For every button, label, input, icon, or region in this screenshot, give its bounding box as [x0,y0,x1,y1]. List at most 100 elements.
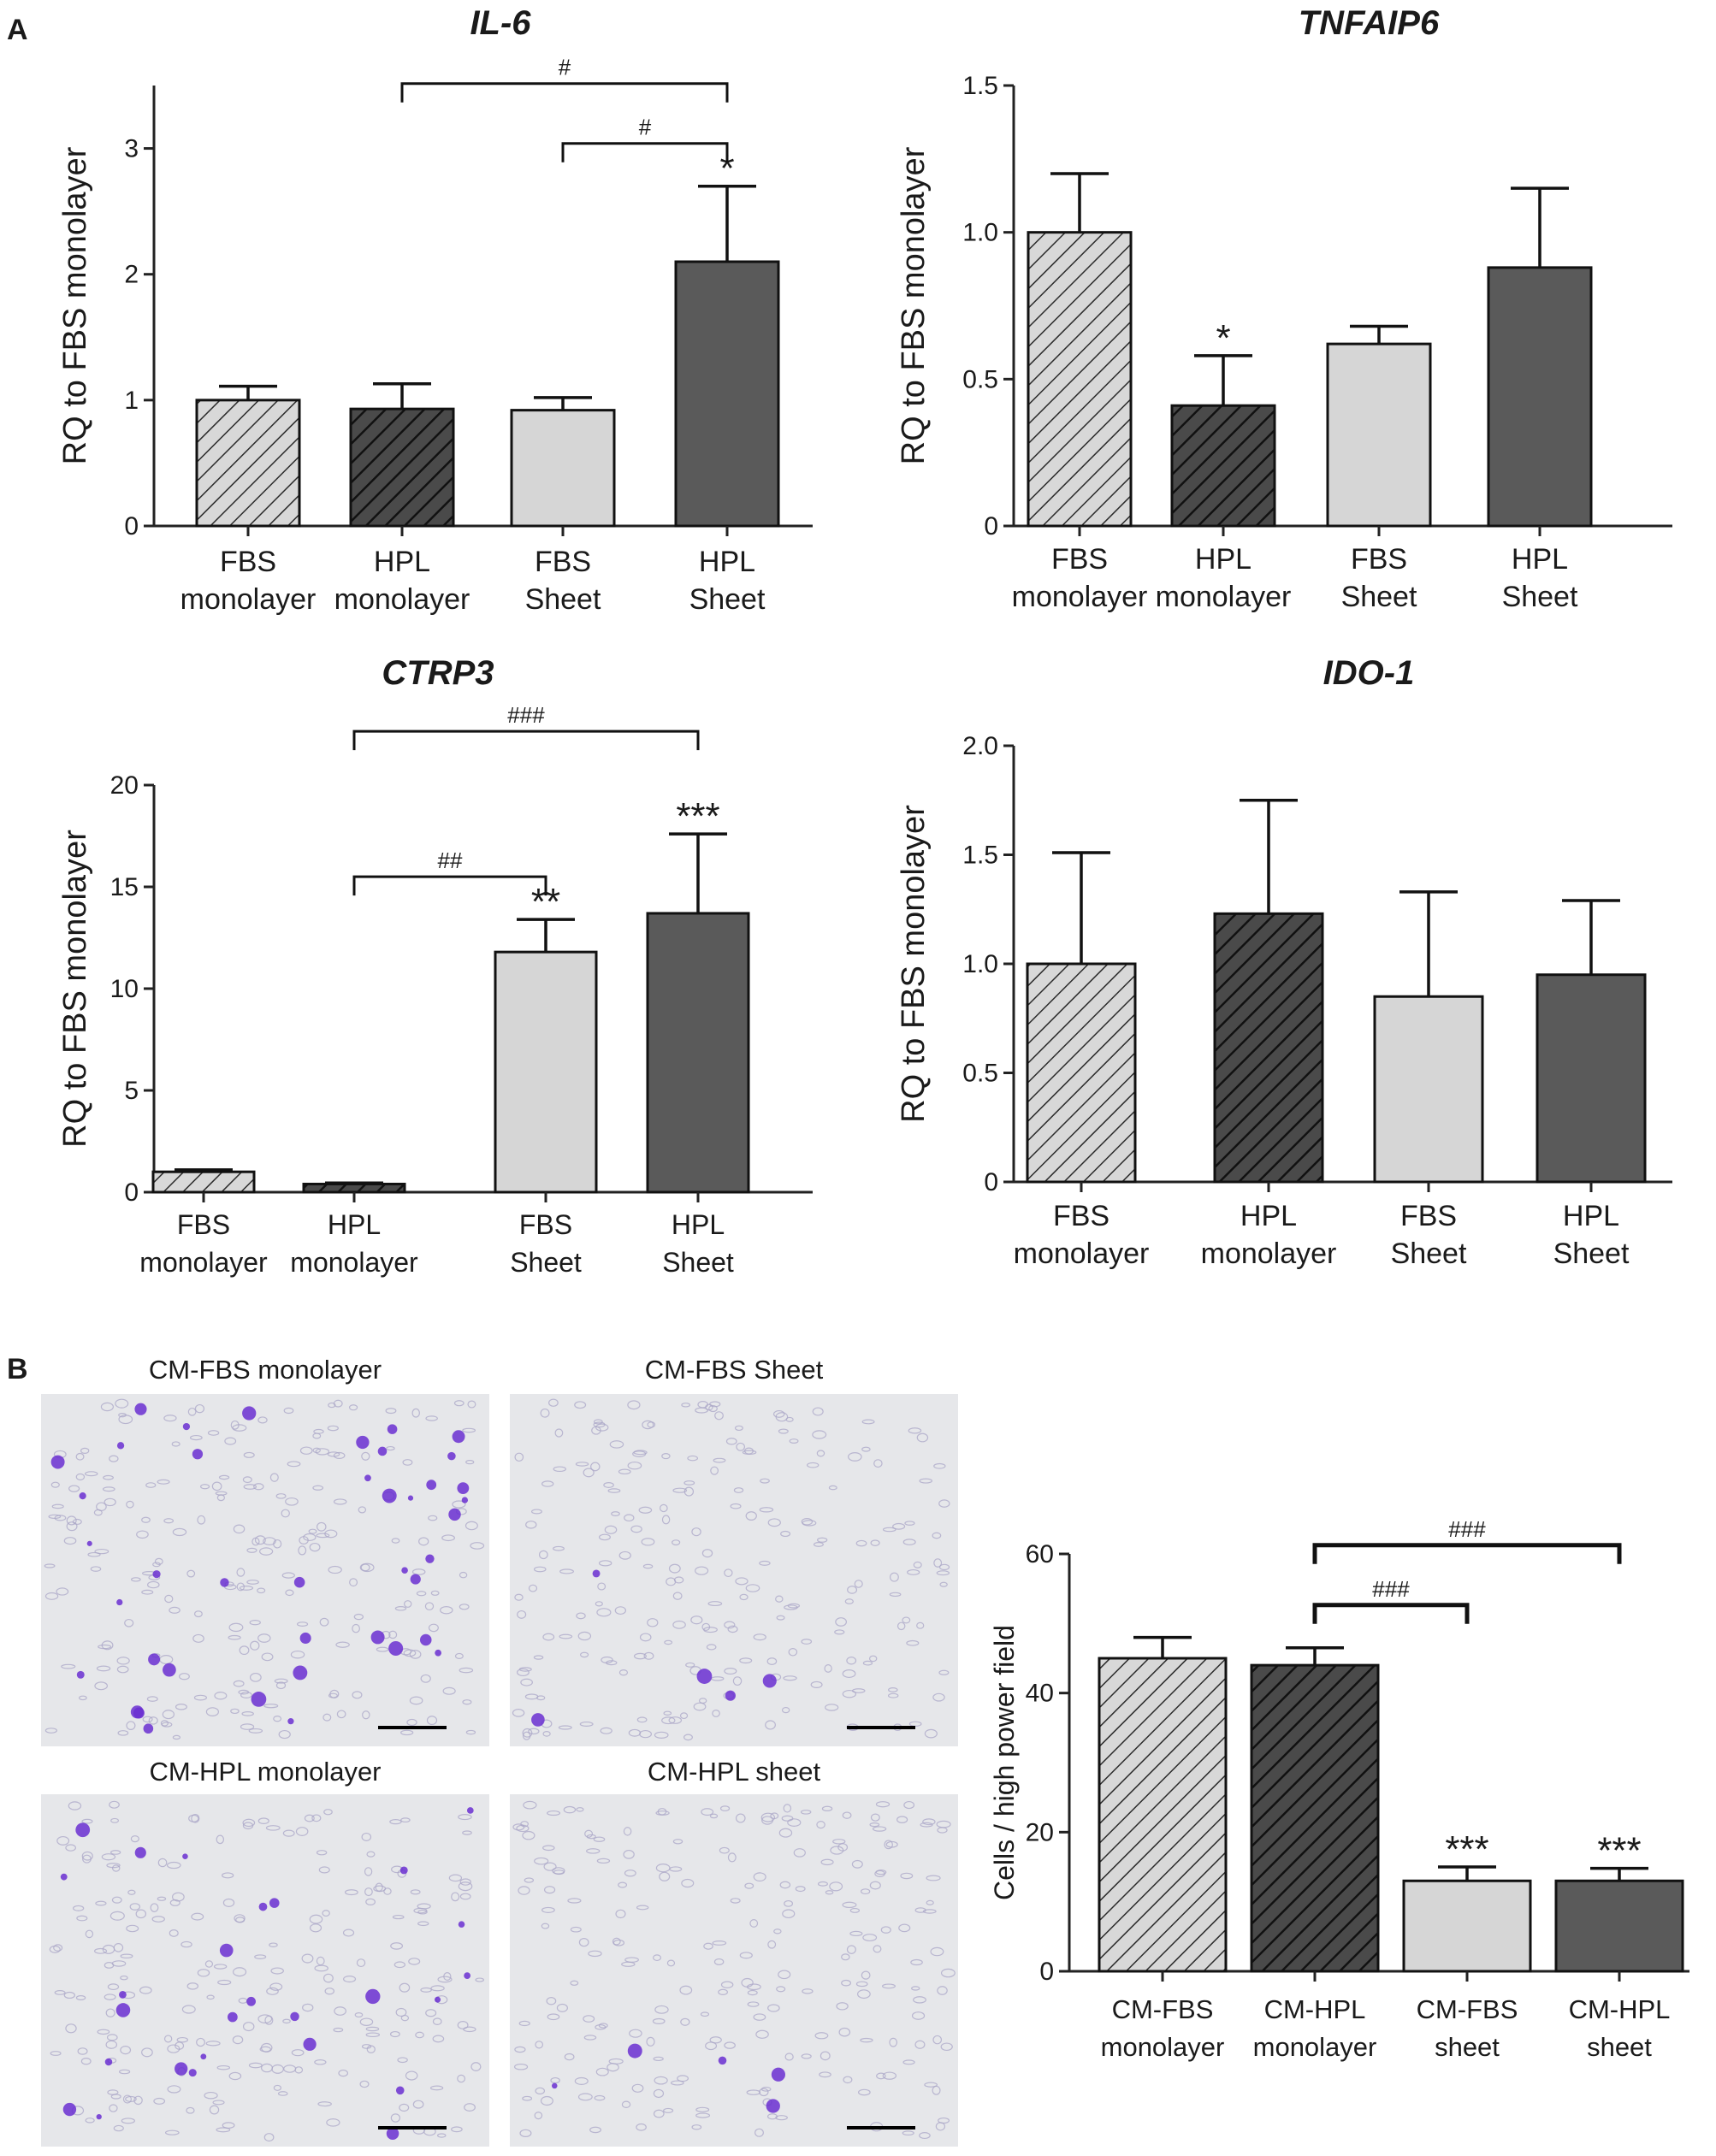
cell-outline [327,1425,339,1432]
cell-outline [117,1730,129,1736]
cell-outline [139,1986,152,1994]
cell-outline [51,1503,64,1509]
cell-outline [882,1527,896,1533]
cell-outline [204,1960,214,1968]
cell-outline [514,1593,524,1601]
comparison-bracket [400,82,729,103]
cell-outline [670,2080,684,2086]
cell-outline [584,1829,594,1838]
cell-outline [627,1400,641,1410]
cell-outline [534,1857,549,1865]
y-tick-label: 0 [124,1178,139,1207]
cell-outline [109,2104,118,2112]
significance-marker: *** [676,795,719,837]
cell-outline [253,1483,264,1491]
cell-outline [691,2124,702,2130]
cell-outline [579,1651,589,1658]
cell-outline [240,1723,255,1730]
cell-outline [94,1947,108,1954]
stained-cell [531,1713,545,1727]
cell-outline [209,2105,220,2115]
stained-cell [466,1807,474,1814]
y-axis-label: RQ to FBS monolayer [896,805,932,1123]
cell-outline [214,1692,228,1700]
cell-outline [595,1423,609,1432]
cell-outline [228,1622,244,1633]
cell-outline [113,2124,124,2132]
cell-outline [735,1813,746,1823]
cell-outline [150,1903,159,1912]
cell-outline [646,2036,655,2047]
cell-outline [179,1673,190,1680]
cell-outline [193,1694,208,1701]
cell-outline [528,1728,540,1735]
category-label: FBS [535,546,591,578]
cell-outline [400,1817,411,1823]
cell-outline [755,2029,769,2039]
cell-outline [323,1809,333,1816]
category-label: FBS [1051,543,1108,576]
stained-cell [269,1898,280,1908]
cell-outline [126,1500,134,1509]
cell-outline [411,1408,420,1418]
cell-outline [586,1848,601,1854]
cell-outline [647,1421,656,1428]
category-label: Sheet [1391,1237,1467,1270]
cell-outline [392,1914,405,1920]
stained-cell [425,1554,435,1563]
cell-outline [922,1909,937,1914]
stained-cell [188,2069,197,2077]
cell-outline [169,1929,179,1937]
category-label: HPL [1512,543,1568,576]
cell-outline [205,2041,221,2047]
cell-outline [366,1851,376,1858]
cell-outline [601,1656,613,1664]
cell-outline [902,1616,911,1624]
cell-outline [362,1710,370,1720]
cell-outline [936,1570,950,1576]
cell-outline [641,1538,655,1546]
cell-outline [266,1987,279,1995]
cell-outline [841,1979,852,1987]
cell-outline [766,2113,778,2120]
cell-outline [102,1486,115,1492]
cell-outline [81,1851,93,1861]
cell-outline [593,1421,606,1428]
cell-outline [464,2103,476,2112]
cell-outline [295,1827,309,1836]
cell-outline [333,2027,344,2033]
cell-outline [243,1451,255,1458]
cell-outline [152,1562,161,1568]
cell-outline [902,1539,916,1545]
cell-outline [109,1911,125,1921]
cell-outline [693,1702,707,1711]
cell-outline [868,1655,878,1663]
cell-outline [767,1940,777,1949]
stained-cell [200,2053,207,2060]
cell-outline [105,2008,115,2017]
cell-outline [358,1506,367,1514]
cell-outline [116,1657,130,1665]
cell-outline [44,1592,59,1600]
cell-outline [854,1580,863,1588]
cell-outline [636,1905,649,1911]
cell-outline [75,1452,85,1461]
cell-outline [857,2088,871,2096]
cell-outline [383,1887,392,1895]
cell-outline [408,1958,421,1965]
cell-outline [520,1821,529,1828]
category-label: CM-HPL [1264,1994,1366,2024]
cell-outline [189,1434,203,1441]
cell-outline [647,1618,659,1627]
y-axis-label: RQ to FBS monolayer [57,830,93,1148]
cell-outline [238,1689,250,1695]
cell-outline [308,1528,317,1534]
cell-outline [218,1474,230,1480]
cell-outline [795,1886,806,1893]
cell-outline [425,2009,437,2017]
cell-outline [395,2007,407,2017]
cell-outline [643,1651,654,1660]
cell-outline [400,2014,410,2022]
cell-outline [243,1484,257,1490]
